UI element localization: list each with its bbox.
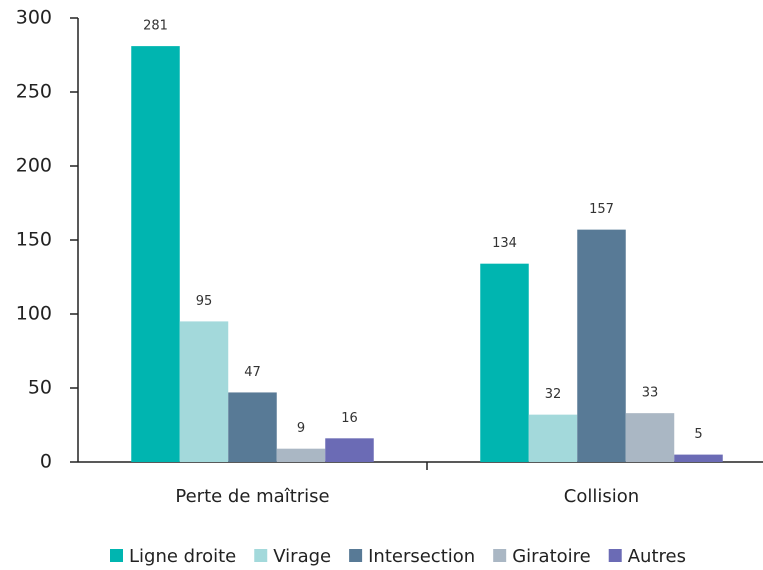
legend-label: Virage	[273, 546, 331, 567]
data-label: 5	[694, 427, 702, 442]
bar	[577, 229, 626, 462]
x-tick-label: Collision	[564, 486, 639, 507]
y-tick-label: 0	[40, 451, 52, 473]
legend-swatch	[254, 549, 268, 562]
bar	[179, 321, 229, 462]
bar	[625, 413, 675, 462]
data-label: 157	[589, 202, 614, 217]
bar	[528, 414, 578, 462]
bar	[228, 392, 277, 462]
legend-swatch	[493, 549, 507, 562]
legend-label: Intersection	[368, 546, 475, 567]
y-tick-label: 50	[28, 377, 52, 399]
legend-swatch	[608, 549, 622, 562]
x-tick-label: Perte de maîtrise	[175, 486, 329, 507]
bar	[674, 454, 723, 462]
bar	[480, 263, 529, 462]
data-label: 47	[244, 365, 261, 380]
data-label: 134	[492, 236, 517, 251]
data-label: 32	[545, 387, 562, 402]
data-label: 9	[297, 421, 305, 436]
y-tick-label: 200	[16, 155, 52, 177]
y-tick-label: 250	[16, 81, 52, 103]
data-label: 95	[196, 294, 213, 309]
y-tick-label: 300	[16, 7, 52, 29]
bar	[325, 438, 374, 462]
data-label: 16	[341, 411, 358, 426]
bar	[131, 46, 180, 463]
y-tick-label: 150	[16, 229, 52, 251]
legend-swatch	[349, 549, 363, 562]
y-tick-label: 100	[16, 303, 52, 325]
legend-swatch	[110, 549, 123, 562]
legend-label: Giratoire	[512, 546, 591, 567]
legend-label: Ligne droite	[129, 546, 236, 567]
data-label: 33	[642, 386, 659, 401]
data-label: 281	[143, 19, 168, 34]
legend-label: Autres	[628, 546, 686, 567]
bar	[276, 448, 326, 462]
